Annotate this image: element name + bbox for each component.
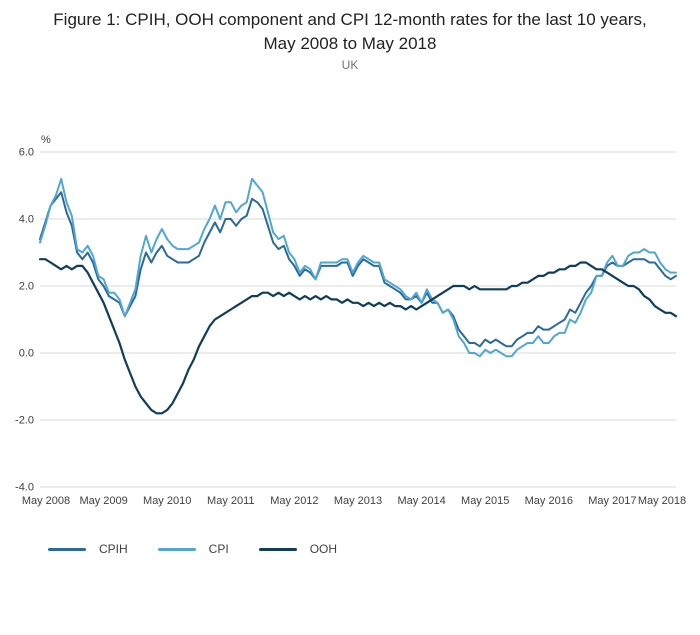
figure-title: Figure 1: CPIH, OOH component and CPI 12…: [53, 10, 647, 53]
x-axis-tick-label: May 2013: [334, 495, 382, 507]
series-line-cpi: [39, 177, 677, 358]
y-axis-tick-label: -2.0: [15, 415, 34, 427]
x-axis-tick-label: May 2017: [588, 495, 636, 507]
y-axis-tick-label: 0.0: [19, 348, 34, 360]
series-line-ooh: [38, 258, 678, 415]
legend-item-cpi: CPI: [157, 542, 229, 556]
cpih-line-swatch: [48, 547, 86, 551]
y-axis-tick-label: 4.0: [19, 214, 34, 226]
x-axis-tick-label: May 2011: [207, 495, 255, 507]
x-axis-tick-label: May 2009: [79, 495, 127, 507]
legend-item-cpih: CPIH: [48, 542, 128, 556]
legend-item-ooh: OOH: [258, 542, 338, 556]
series-line-cpih: [39, 191, 677, 348]
x-axis-tick-label: May 2010: [143, 495, 191, 507]
cpi-line-swatch: [157, 547, 196, 551]
y-axis-tick-label: 6.0: [19, 147, 34, 159]
y-axis-unit-label: %: [41, 134, 51, 146]
legend: CPIH CPI OOH: [48, 542, 337, 556]
x-axis-tick-label: May 2018: [638, 495, 686, 507]
x-axis-tick-label: May 2014: [397, 495, 445, 507]
x-axis-tick-label: May 2016: [525, 495, 573, 507]
y-axis-tick-label: -4.0: [15, 482, 34, 494]
y-axis-tick-label: 2.0: [19, 281, 34, 293]
legend-label-cpi: CPI: [208, 542, 229, 556]
figure-subtitle: UK: [341, 58, 359, 72]
x-axis-tick-label: May 2008: [22, 495, 70, 507]
legend-label-cpih: CPIH: [99, 542, 128, 556]
x-axis-tick-label: May 2012: [270, 495, 318, 507]
x-axis-tick-label: May 2015: [461, 495, 509, 507]
legend-label-ooh: OOH: [309, 542, 338, 556]
ooh-line-swatch: [258, 547, 297, 551]
